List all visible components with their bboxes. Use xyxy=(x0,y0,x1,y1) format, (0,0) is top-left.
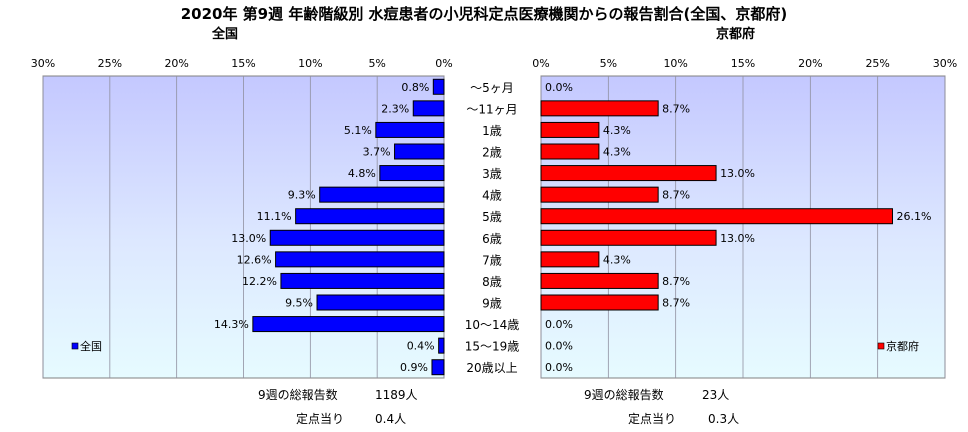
left-data-label: 9.5% xyxy=(285,297,313,310)
right-legend-swatch xyxy=(877,342,885,350)
right-data-label: 13.0% xyxy=(720,232,755,245)
category-label: 5歳 xyxy=(482,210,502,224)
right-data-label: 0.0% xyxy=(545,318,573,331)
left-bar xyxy=(269,229,445,246)
right-data-label: 4.3% xyxy=(603,124,631,137)
right-data-label: 8.7% xyxy=(662,275,690,288)
left-bar xyxy=(375,121,445,138)
left-data-label: 0.8% xyxy=(401,81,429,94)
category-label: 1歳 xyxy=(482,124,502,138)
right-data-label: 8.7% xyxy=(662,102,690,115)
right-bar xyxy=(540,100,659,117)
left-tick-label: 25% xyxy=(98,57,122,70)
right-data-label: 0.0% xyxy=(545,81,573,94)
left-panel-title: 全国 xyxy=(212,27,239,42)
left-tick-label: 15% xyxy=(231,57,255,70)
category-label: 9歳 xyxy=(482,297,502,311)
category-label: 6歳 xyxy=(482,232,502,246)
right-bar xyxy=(540,251,600,268)
category-label: 2歳 xyxy=(482,146,502,160)
category-label: 7歳 xyxy=(482,253,502,267)
left-legend-label: 全国 xyxy=(80,339,102,353)
category-label: 20歳以上 xyxy=(466,361,517,375)
left-bar xyxy=(431,359,445,376)
category-label: 10～14歳 xyxy=(465,318,520,332)
right-tick-label: 30% xyxy=(933,57,957,70)
left-tick-label: 0% xyxy=(435,57,452,70)
category-label: 8歳 xyxy=(482,275,502,289)
left-legend-swatch xyxy=(71,342,79,350)
right-total-label: 9週の総報告数 xyxy=(584,388,664,402)
left-data-label: 12.6% xyxy=(237,253,272,266)
left-tick-label: 20% xyxy=(164,57,188,70)
right-bar xyxy=(540,186,659,203)
left-total-value: 1189人 xyxy=(375,388,418,402)
right-data-label: 8.7% xyxy=(662,189,690,202)
chart-title: 2020年 第9週 年齢階級別 水痘患者の小児科定点医療機関からの報告割合(全国… xyxy=(180,5,788,23)
right-data-label: 8.7% xyxy=(662,297,690,310)
left-bar xyxy=(394,143,445,160)
left-bar xyxy=(412,100,445,117)
left-bar xyxy=(319,186,445,203)
right-data-label: 4.3% xyxy=(603,253,631,266)
left-data-label: 11.1% xyxy=(257,210,292,223)
right-data-label: 0.0% xyxy=(545,361,573,374)
right-data-label: 13.0% xyxy=(720,167,755,180)
category-label: 4歳 xyxy=(482,189,502,203)
right-data-label: 4.3% xyxy=(603,146,631,159)
right-tick-label: 5% xyxy=(600,57,617,70)
right-tick-label: 25% xyxy=(865,57,889,70)
right-bar xyxy=(540,208,893,225)
left-data-label: 0.4% xyxy=(407,340,435,353)
right-per-site-label: 定点当り xyxy=(628,412,677,426)
left-data-label: 13.0% xyxy=(231,232,266,245)
left-tick-label: 30% xyxy=(31,57,55,70)
left-data-label: 5.1% xyxy=(344,124,372,137)
right-data-label: 26.1% xyxy=(896,210,931,223)
left-data-label: 9.3% xyxy=(288,189,316,202)
category-label: ～5ヶ月 xyxy=(470,81,514,95)
left-bar xyxy=(252,316,445,333)
left-data-label: 4.8% xyxy=(348,167,376,180)
left-data-label: 2.3% xyxy=(381,102,409,115)
right-total-value: 23人 xyxy=(702,388,730,402)
right-tick-label: 0% xyxy=(532,57,549,70)
right-bar xyxy=(540,229,717,246)
right-per-site-value: 0.3人 xyxy=(708,412,740,426)
left-bar xyxy=(432,78,445,95)
left-per-site-value: 0.4人 xyxy=(375,412,407,426)
left-tick-label: 5% xyxy=(368,57,385,70)
right-bar xyxy=(540,294,659,311)
left-tick-label: 10% xyxy=(298,57,322,70)
left-bar xyxy=(280,272,445,289)
left-bar xyxy=(295,208,445,225)
right-tick-label: 20% xyxy=(798,57,822,70)
left-per-site-label: 定点当り xyxy=(296,412,345,426)
category-label: ～11ヶ月 xyxy=(466,102,517,116)
right-bar xyxy=(540,165,717,182)
left-bar xyxy=(438,337,445,354)
left-data-label: 12.2% xyxy=(242,275,277,288)
right-bar xyxy=(540,143,600,160)
left-total-label: 9週の総報告数 xyxy=(258,388,338,402)
right-panel-title: 京都府 xyxy=(716,27,756,42)
right-bar xyxy=(540,272,659,289)
left-bar xyxy=(379,165,445,182)
right-data-label: 0.0% xyxy=(545,340,573,353)
left-data-label: 3.7% xyxy=(363,146,391,159)
category-label: 3歳 xyxy=(482,167,502,181)
right-tick-label: 10% xyxy=(663,57,687,70)
right-bar xyxy=(540,121,600,138)
left-bar xyxy=(316,294,445,311)
left-data-label: 14.3% xyxy=(214,318,249,331)
left-data-label: 0.9% xyxy=(400,361,428,374)
right-tick-label: 15% xyxy=(731,57,755,70)
left-bar xyxy=(275,251,445,268)
right-legend-label: 京都府 xyxy=(886,339,919,353)
category-label: 15～19歳 xyxy=(465,340,520,354)
